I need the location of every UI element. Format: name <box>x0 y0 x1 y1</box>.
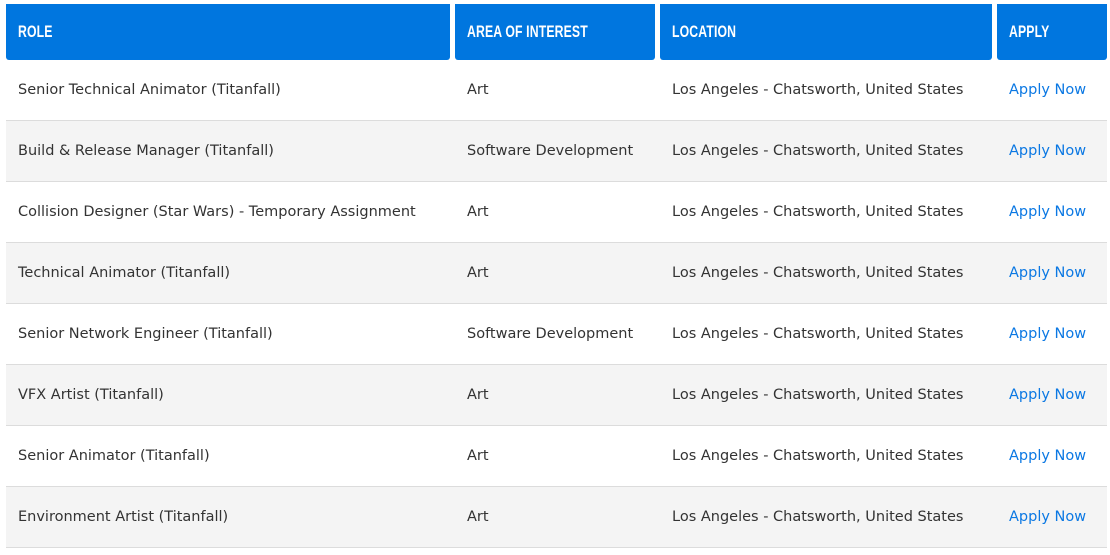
role-cell: VFX Artist (Titanfall) <box>18 387 164 403</box>
table-header: ROLE AREA OF INTEREST LOCATION APPLY <box>6 4 1107 60</box>
table-row: Technical Animator (Titanfall) Art Los Ang… <box>6 243 1107 304</box>
header-role: ROLE <box>6 4 450 60</box>
table-row: Environment Artist (Titanfall) Art Los Ang… <box>6 487 1107 548</box>
area-cell: Art <box>467 387 489 403</box>
location-cell: Los Angeles - Chatsworth, United States <box>672 265 964 281</box>
header-location: LOCATION <box>660 4 992 60</box>
apply-now-link[interactable]: Apply Now <box>1009 265 1087 281</box>
role-cell: Collision Designer (Star Wars) - Tempora… <box>18 204 416 220</box>
header-apply-label: APPLY <box>1009 22 1050 41</box>
location-cell: Los Angeles - Chatsworth, United States <box>672 143 964 159</box>
table-row: Senior Animator (Titanfall) Art Los Angele… <box>6 426 1107 487</box>
role-cell: Environment Artist (Titanfall) <box>18 509 229 525</box>
header-apply: APPLY <box>997 4 1107 60</box>
area-cell: Software Development <box>467 326 634 342</box>
role-cell: Senior Technical Animator (Titanfall) <box>18 82 281 98</box>
jobs-table: ROLE AREA OF INTEREST LOCATION APPLY Sen… <box>6 4 1107 548</box>
area-cell: Art <box>467 82 489 98</box>
area-cell: Art <box>467 204 489 220</box>
area-cell: Art <box>467 509 489 525</box>
apply-now-link[interactable]: Apply Now <box>1009 448 1087 464</box>
table-row: Build & Release Manager (Titanfall) Softw… <box>6 121 1107 182</box>
apply-now-link[interactable]: Apply Now <box>1009 82 1087 98</box>
location-cell: Los Angeles - Chatsworth, United States <box>672 82 964 98</box>
table-row: Collision Designer (Star Wars) - Tempora… <box>6 182 1107 243</box>
area-cell: Software Development <box>467 143 634 159</box>
location-cell: Los Angeles - Chatsworth, United States <box>672 204 964 220</box>
role-cell: Senior Network Engineer (Titanfall) <box>18 326 273 342</box>
location-cell: Los Angeles - Chatsworth, United States <box>672 509 964 525</box>
header-location-label: LOCATION <box>672 22 737 41</box>
location-cell: Los Angeles - Chatsworth, United States <box>672 448 964 464</box>
area-cell: Art <box>467 448 489 464</box>
area-cell: Art <box>467 265 489 281</box>
location-cell: Los Angeles - Chatsworth, United States <box>672 387 964 403</box>
role-cell: Senior Animator (Titanfall) <box>18 448 210 464</box>
apply-now-link[interactable]: Apply Now <box>1009 509 1087 525</box>
table-row: Senior Network Engineer (Titanfall) Softw… <box>6 304 1107 365</box>
apply-now-link[interactable]: Apply Now <box>1009 143 1087 159</box>
apply-now-link[interactable]: Apply Now <box>1009 326 1087 342</box>
header-area: AREA OF INTEREST <box>455 4 655 60</box>
apply-now-link[interactable]: Apply Now <box>1009 387 1087 403</box>
header-role-label: ROLE <box>18 22 53 41</box>
table-row: VFX Artist (Titanfall) Art Los Angeles - C… <box>6 365 1107 426</box>
table-body: Senior Technical Animator (Titanfall) Art… <box>6 60 1107 548</box>
role-cell: Technical Animator (Titanfall) <box>18 265 231 281</box>
apply-now-link[interactable]: Apply Now <box>1009 204 1087 220</box>
table-row: Senior Technical Animator (Titanfall) Art… <box>6 60 1107 121</box>
header-area-label: AREA OF INTEREST <box>467 22 588 41</box>
role-cell: Build & Release Manager (Titanfall) <box>18 143 274 159</box>
location-cell: Los Angeles - Chatsworth, United States <box>672 326 964 342</box>
